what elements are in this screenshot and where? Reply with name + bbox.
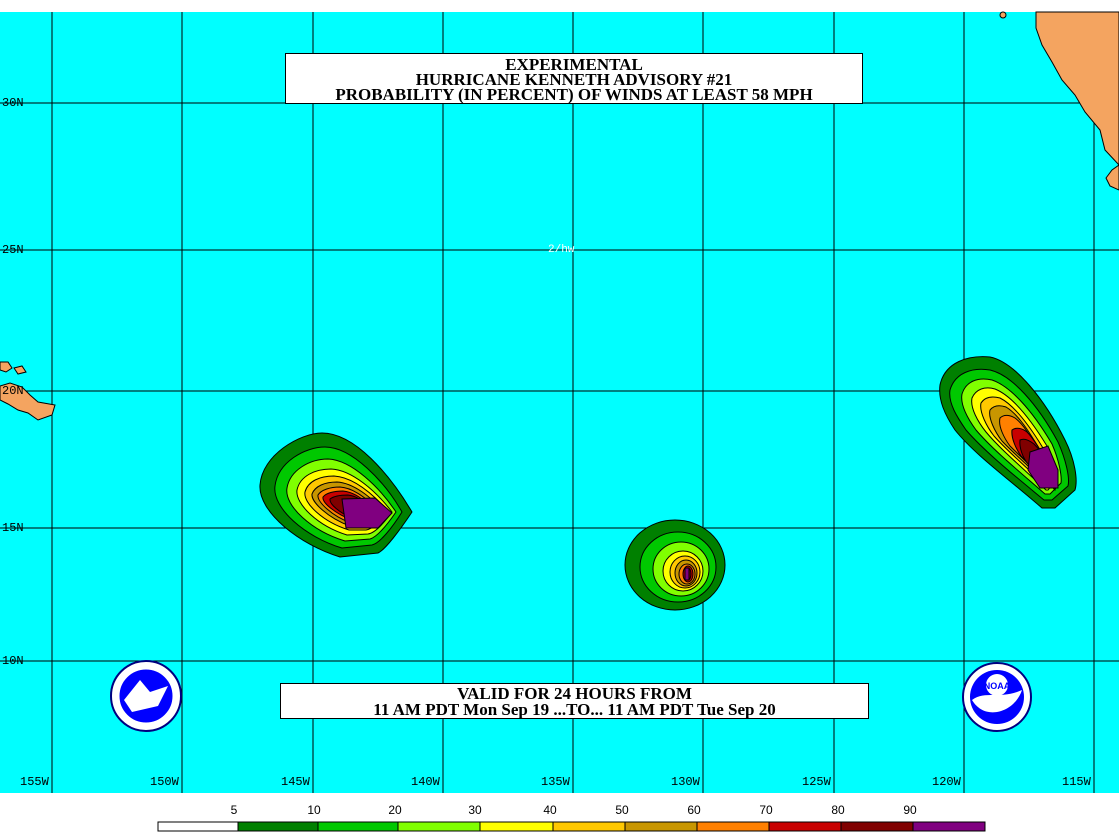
lon-label: 155W [20, 775, 49, 789]
legend-swatch [912, 821, 986, 832]
lon-label: 115W [1062, 775, 1091, 789]
lat-label: 30N [2, 96, 24, 110]
island [999, 11, 1007, 19]
legend-swatch [397, 821, 481, 832]
lon-label: 135W [541, 775, 570, 789]
legend-label: 50 [615, 803, 629, 817]
lon-label: 140W [411, 775, 440, 789]
hawaii-islands [0, 361, 56, 421]
legend-swatch [552, 821, 626, 832]
baja-california-land [1035, 11, 1119, 166]
lat-label: 20N [2, 384, 24, 398]
probability-swath-east [939, 356, 1077, 509]
center-note: 2/hw [548, 244, 575, 256]
noaa-logo: NOAA [962, 662, 1032, 732]
legend-swatch [840, 821, 914, 832]
legend-swatch [768, 821, 842, 832]
valid-line-2: 11 AM PDT Mon Sep 19 ...TO... 11 AM PDT … [373, 700, 776, 719]
mainland-mexico-land [1105, 164, 1119, 191]
legend-swatch [317, 821, 399, 832]
legend-label: 20 [388, 803, 402, 817]
ocean [0, 12, 1119, 793]
lat-label: 15N [2, 521, 24, 535]
title-line-1: EXPERIMENTAL [505, 55, 643, 74]
legend-strip [0, 793, 1119, 839]
legend-label: 80 [831, 803, 845, 817]
legend-label: 40 [543, 803, 557, 817]
legend-swatch [157, 821, 239, 832]
legend-label: 90 [903, 803, 917, 817]
probability-swath-west [259, 432, 413, 558]
lon-label: 120W [932, 775, 961, 789]
valid-line-1: VALID FOR 24 HOURS FROM [457, 684, 692, 703]
probability-swath-center [624, 519, 726, 611]
legend-label: 30 [468, 803, 482, 817]
legend-swatch [237, 821, 319, 832]
lat-label: 25N [2, 243, 24, 257]
legend-bar [157, 821, 986, 832]
title-line-3: PROBABILITY (IN PERCENT) OF WINDS AT LEA… [335, 85, 813, 104]
lat-label: 10N [2, 654, 24, 668]
legend-swatch [624, 821, 698, 832]
lon-label: 150W [150, 775, 179, 789]
nws-logo [110, 660, 182, 732]
valid-period-box: VALID FOR 24 HOURS FROM 11 AM PDT Mon Se… [280, 683, 869, 719]
lon-label: 125W [802, 775, 831, 789]
title-box: EXPERIMENTAL HURRICANE KENNETH ADVISORY … [285, 53, 863, 104]
lon-label: 145W [281, 775, 310, 789]
legend-label: 70 [759, 803, 773, 817]
lon-label: 130W [671, 775, 700, 789]
legend-label: 10 [307, 803, 321, 817]
svg-text:NOAA: NOAA [984, 681, 1011, 691]
title-line-2: HURRICANE KENNETH ADVISORY #21 [415, 70, 733, 89]
legend-swatch [479, 821, 554, 832]
legend-label: 5 [230, 803, 238, 817]
legend-label: 60 [687, 803, 701, 817]
legend-swatch [696, 821, 770, 832]
